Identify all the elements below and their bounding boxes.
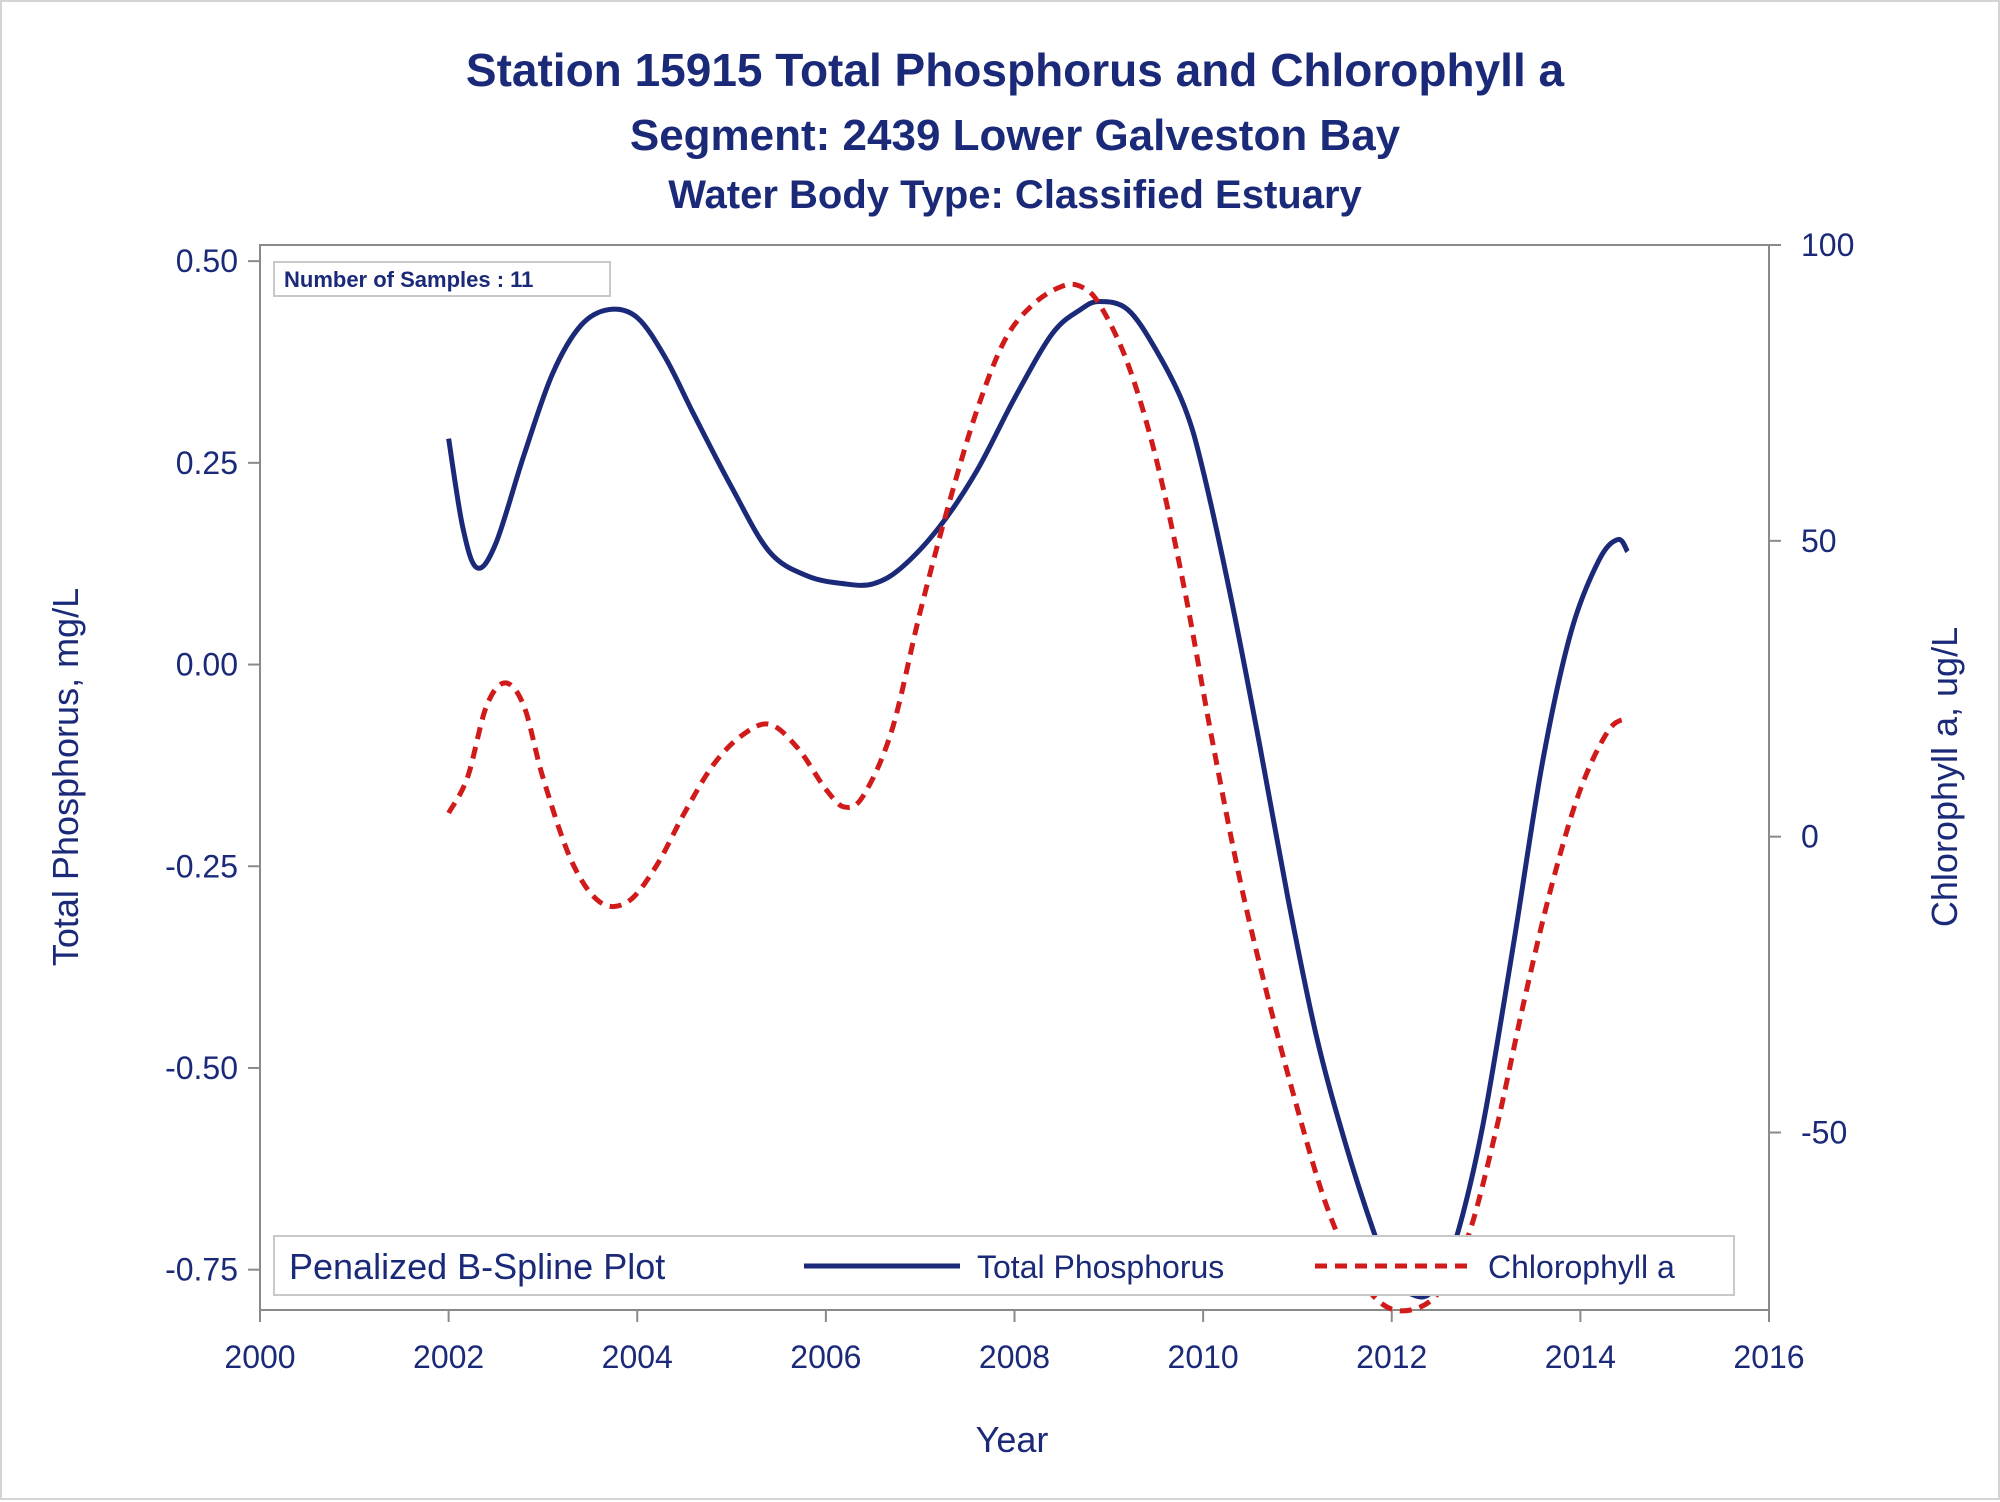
x-tick-label: 2010	[1168, 1339, 1239, 1375]
legend-label-chlorophyll-a: Chlorophyll a	[1488, 1249, 1675, 1285]
y-right-tick-label: 50	[1801, 523, 1837, 559]
x-axis-label: Year	[976, 1419, 1049, 1460]
x-tick-label: 2004	[602, 1339, 673, 1375]
plot-area-frame	[259, 244, 1770, 1311]
legend-title: Penalized B-Spline Plot	[289, 1246, 665, 1287]
chart-subtitle-2: Water Body Type: Classified Estuary	[668, 173, 1362, 217]
x-tick-label: 2014	[1545, 1339, 1616, 1375]
y-left-tick-label: -0.75	[165, 1252, 238, 1288]
chart-subtitle: Segment: 2439 Lower Galveston Bay	[630, 111, 1401, 160]
y-left-tick-label: 0.50	[176, 243, 238, 279]
y-left-tick-label: -0.50	[165, 1050, 238, 1086]
x-tick-label: 2000	[224, 1339, 295, 1375]
y-right-tick-label: -50	[1801, 1115, 1847, 1151]
y-axis-right-label: Chlorophyll a, ug/L	[1924, 627, 1965, 927]
series-line-total-phosphorus	[446, 298, 1630, 1300]
samples-annotation-box	[273, 261, 611, 297]
y-left-tick-label: 0.00	[176, 647, 238, 683]
x-tick-label: 2016	[1733, 1339, 1804, 1375]
samples-annotation: Number of Samples : 11	[273, 261, 611, 297]
y-axis-right: -50 0 50 100	[1769, 227, 1854, 1151]
legend-box	[273, 1235, 1735, 1296]
y-left-tick-label: 0.25	[176, 445, 238, 481]
x-tick-label: 2012	[1356, 1339, 1427, 1375]
x-axis: 2000 2002 2004 2006 2008 2010 2012 2014 2016	[224, 1310, 1805, 1375]
series-layer	[446, 281, 1630, 1314]
x-tick-label: 2002	[413, 1339, 484, 1375]
y-right-tick-label: 100	[1801, 227, 1854, 263]
series-line-chlorophyll-a	[446, 281, 1629, 1314]
x-tick-label: 2006	[790, 1339, 861, 1375]
y-axis-left-label: Total Phosphorus, mg/L	[45, 588, 86, 966]
y-right-tick-label: 0	[1801, 819, 1819, 855]
y-axis-left: -0.75 -0.50 -0.25 0.00 0.25 0.50	[165, 243, 260, 1288]
legend-label-total-phosphorus: Total Phosphorus	[977, 1249, 1224, 1285]
samples-annotation-text: Number of Samples : 11	[284, 267, 533, 292]
y-left-tick-label: -0.25	[165, 848, 238, 884]
chart-title: Station 15915 Total Phosphorus and Chlor…	[466, 44, 1565, 96]
x-tick-label: 2008	[979, 1339, 1050, 1375]
legend: Penalized B-Spline Plot Total Phosphorus…	[273, 1235, 1735, 1296]
